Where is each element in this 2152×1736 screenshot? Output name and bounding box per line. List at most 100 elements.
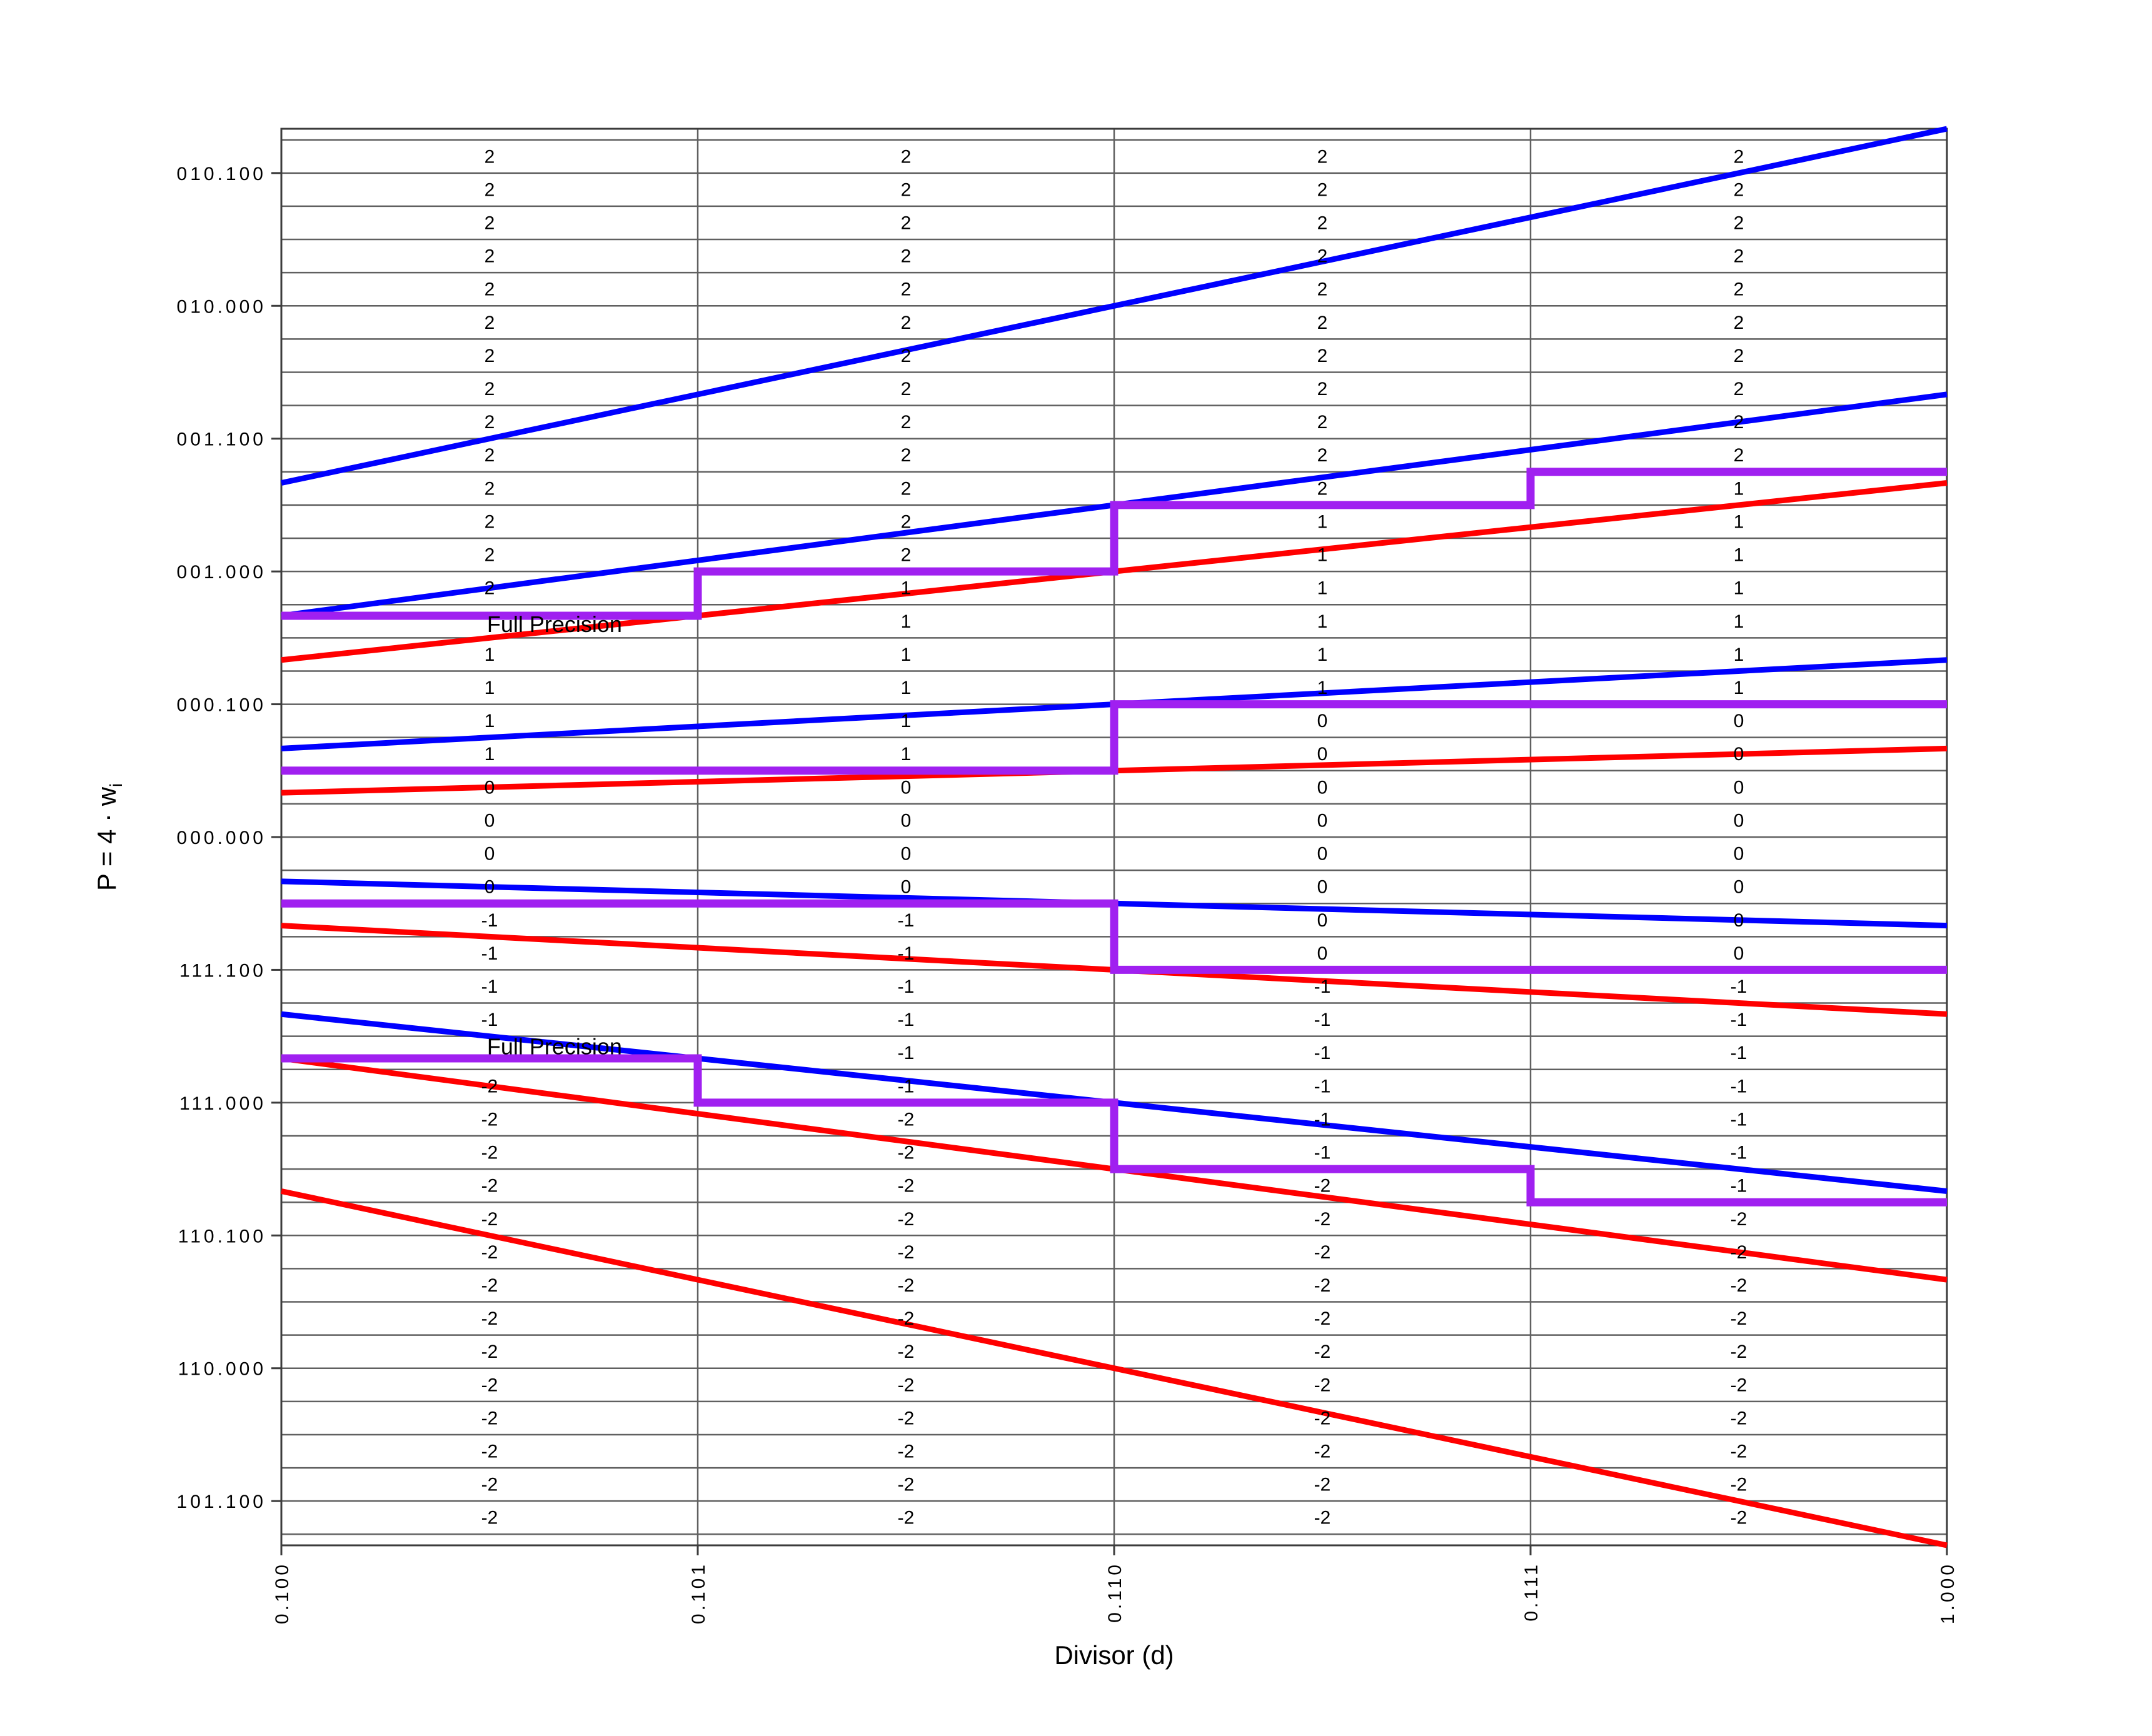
cell-digit: 1 — [1317, 678, 1328, 698]
cell-digit: 2 — [1734, 313, 1744, 333]
cell-digit: 0 — [1317, 810, 1328, 831]
staircase-boundary-2-1 — [281, 468, 1947, 620]
x-tick-label: 1.000 — [1938, 1562, 1958, 1624]
cell-digit: -2 — [481, 1176, 498, 1197]
cell-digit: 2 — [485, 511, 495, 532]
staircase-boundary--1--2 — [281, 1054, 1947, 1207]
cell-digit: -2 — [898, 1109, 915, 1130]
cell-digit: -1 — [481, 943, 498, 964]
cell-digit: -1 — [1731, 976, 1747, 997]
cell-digit: 0 — [1734, 810, 1744, 831]
cell-digit: 2 — [901, 511, 912, 532]
cell-digit: -2 — [1314, 1209, 1331, 1230]
cell-digit: -2 — [1314, 1508, 1331, 1528]
cell-digit: 1 — [485, 678, 495, 698]
cell-digit: 2 — [485, 578, 495, 599]
cell-digit: -1 — [1731, 1076, 1747, 1096]
cell-digit: -2 — [1314, 1442, 1331, 1462]
cell-digit: -1 — [1731, 1176, 1747, 1197]
cell-digit: 1 — [1734, 578, 1744, 599]
cell-digit: 2 — [901, 545, 912, 566]
cell-digit: -2 — [481, 1375, 498, 1395]
cell-digit: 2 — [1317, 279, 1328, 300]
x-axis-title: Divisor (d) — [1054, 1640, 1174, 1670]
cell-digit: 2 — [1317, 146, 1328, 167]
cell-digit: -2 — [1314, 1475, 1331, 1495]
cell-digit: 2 — [1317, 313, 1328, 333]
cell-digit: 2 — [901, 346, 912, 366]
x-tick-label: 0.111 — [1521, 1562, 1542, 1622]
cell-digit: 2 — [485, 313, 495, 333]
cell-digit: 2 — [1734, 412, 1744, 433]
cell-digit: -2 — [1731, 1475, 1747, 1495]
cell-digit: 2 — [1734, 445, 1744, 466]
cell-digit: -1 — [1731, 1109, 1747, 1130]
cell-digit-labels: 2 2 2 2 2 2 2 2 2 2 2 2 2 2 1 1 1 1 0 0 0 0 -1 -1 -1 -1 -2 -2 -2 -2 -2… — [481, 146, 1747, 1528]
cell-digit: 1 — [1734, 645, 1744, 665]
cell-digit: -2 — [481, 1209, 498, 1230]
cell-digit: 2 — [485, 246, 495, 267]
cell-digit: 2 — [901, 213, 912, 233]
cell-digit: 2 — [901, 246, 912, 267]
cell-digit: 0 — [485, 844, 495, 865]
cell-digit: 1 — [485, 744, 495, 765]
cell-digit: -2 — [481, 1475, 498, 1495]
cell-digit: 1 — [901, 645, 912, 665]
cell-digit: -2 — [1314, 1342, 1331, 1362]
cell-digit: 0 — [901, 810, 912, 831]
cell-digit: 0 — [1317, 943, 1328, 964]
lower-bound-line-k-2 — [281, 1188, 1948, 1548]
cell-digit: -1 — [1314, 976, 1331, 997]
cell-digit: -2 — [898, 1375, 915, 1395]
cell-digit: 1 — [1734, 511, 1744, 532]
cell-digit: 2 — [1317, 379, 1328, 399]
x-tick-label: 0.100 — [272, 1562, 293, 1624]
cell-digit: -2 — [898, 1176, 915, 1197]
y-tick-label: 000.100 — [177, 695, 266, 716]
cell-digit: 1 — [1317, 611, 1328, 632]
cell-digit: -2 — [1731, 1242, 1747, 1263]
cell-digit: -2 — [1314, 1375, 1331, 1395]
cell-digit: 0 — [901, 844, 912, 865]
cell-digit: 0 — [485, 777, 495, 798]
cell-digit: -2 — [1731, 1308, 1747, 1329]
cell-digit: -1 — [1314, 1109, 1331, 1130]
staircase-boundary-1-0 — [281, 700, 1947, 775]
cell-digit: -2 — [898, 1275, 915, 1296]
cell-digit: 2 — [1317, 445, 1328, 466]
cell-digit: 1 — [1734, 545, 1744, 566]
cell-digit: -2 — [898, 1308, 915, 1329]
y-tick-label: 010.000 — [177, 296, 266, 317]
x-tick-labels: 0.100 0.101 0.110 0.111 1.000 — [272, 1562, 1958, 1624]
digit-selection-staircases — [281, 468, 1947, 1207]
cell-digit: -2 — [1731, 1408, 1747, 1428]
cell-digit: 0 — [1734, 744, 1744, 765]
cell-digit: -2 — [481, 1408, 498, 1428]
cell-digit: -2 — [481, 1442, 498, 1462]
cell-digit: -1 — [481, 910, 498, 931]
cell-digit: 2 — [1317, 478, 1328, 499]
cell-digit: -1 — [898, 1076, 915, 1096]
cell-digit: 0 — [1734, 877, 1744, 898]
cell-digit: -2 — [898, 1242, 915, 1263]
cell-digit: 0 — [1317, 844, 1328, 865]
cell-digit: -2 — [481, 1109, 498, 1130]
y-tick-label: 010.100 — [177, 164, 266, 184]
cell-digit: -2 — [898, 1442, 915, 1462]
cell-digit: 2 — [1317, 179, 1328, 200]
cell-digit: 2 — [901, 445, 912, 466]
cell-digit: 0 — [1734, 910, 1744, 931]
cell-digit: -2 — [1731, 1375, 1747, 1395]
cell-digit: 2 — [901, 478, 912, 499]
cell-digit: -2 — [1314, 1308, 1331, 1329]
y-tick-label: 111.000 — [179, 1093, 266, 1114]
cell-digit: 2 — [901, 279, 912, 300]
cell-digit: -2 — [898, 1209, 915, 1230]
cell-digit: -2 — [481, 1308, 498, 1329]
y-tick-label: 111.100 — [179, 960, 266, 981]
cell-digit: -2 — [898, 1342, 915, 1362]
cell-digit: 0 — [485, 877, 495, 898]
cell-digit: -1 — [1731, 1143, 1747, 1163]
cell-digit: 1 — [1317, 545, 1328, 566]
cell-digit: 2 — [485, 146, 495, 167]
